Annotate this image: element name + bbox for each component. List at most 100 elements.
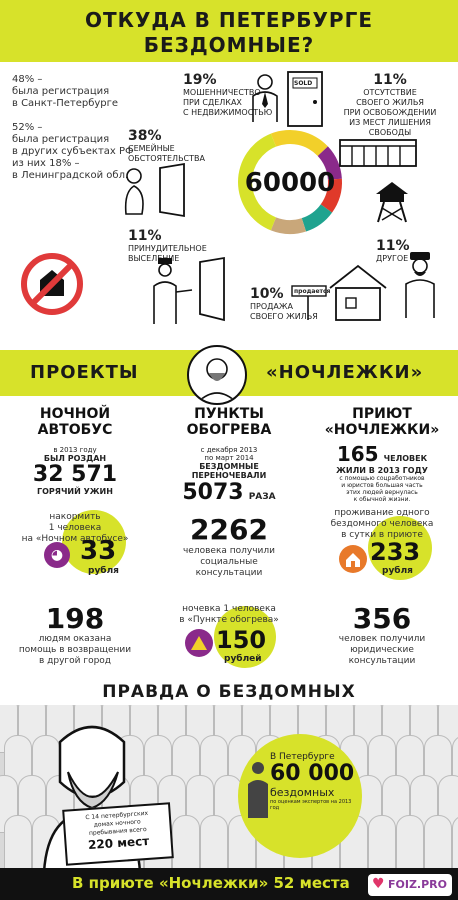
fraud-line3: С НЕДВИЖИМОСТЬЮ [183, 108, 273, 117]
homeless-stat-text: В Петербурге 60 000 бездомных по оценкам… [270, 752, 362, 811]
evict-line2: ВЫСЕЛЕНИЕ [128, 254, 180, 263]
bus-feed1: накормить [49, 512, 101, 522]
heat-line1: с декабря 2013 [200, 446, 258, 454]
crowd-figure [452, 815, 458, 873]
label-fraud: 19% МОШЕННИЧЕСТВО ПРИ СДЕЛКАХ С НЕДВИЖИМ… [183, 72, 278, 118]
shelter-house-icon [339, 545, 367, 573]
woman-door-icon [124, 162, 185, 218]
for-sale-sign-text: продается [294, 288, 331, 295]
heat-cons1: человека получили [182, 546, 275, 556]
donut-segment [301, 204, 333, 232]
header-title-line1: ОТКУДА В ПЕТЕРБУРГЕ [85, 8, 373, 32]
homeless-person-icon [248, 762, 268, 818]
family-line2: ОБСТОЯТЕЛЬСТВА [128, 154, 205, 163]
other-text2: в других субъектах РФ [12, 146, 134, 157]
shelter-legal: 356 человек получили юридические консуль… [314, 604, 450, 667]
family-pct: 38% [128, 128, 162, 144]
shelter-price: 233 [370, 538, 421, 566]
sale-line1: ПРОДАЖА [250, 302, 293, 311]
bus-price-circle [62, 510, 126, 574]
bus-help3: в другой город [38, 656, 112, 666]
spb-text2: в Санкт-Петербурге [12, 98, 119, 109]
bus-meals-count: 32 571 [32, 462, 118, 487]
crowd-figure [396, 815, 424, 873]
shelter-title1: ПРИЮТ [352, 406, 412, 422]
shelter-line3: и юристов большая часть [341, 482, 423, 489]
shelter-stay3: в сутки в приюте [341, 530, 423, 540]
bus-title1: НОЧНОЙ [39, 406, 111, 422]
shelter-stay2: бездомного человека [330, 519, 434, 529]
prison-pct: 11% [373, 72, 407, 88]
heat-night1: ночевка 1 человека [182, 604, 276, 614]
fraud-line2: ПРИ СДЕЛКАХ [183, 98, 242, 107]
heat-cons2: социальные [200, 557, 258, 567]
shelter-price-unit: рубля [382, 566, 413, 576]
bus-help1: людям оказана [38, 634, 112, 644]
stat-note: по оценкам экспертов на 2013 год [270, 799, 352, 811]
donut-segment [270, 130, 328, 156]
shelter-line4: этих людей вернулась [346, 489, 418, 496]
heat-price: 150 [216, 626, 267, 654]
header-title-line2: БЕЗДОМНЫЕ? [143, 33, 315, 57]
projects-right-title: «НОЧЛЕЖКИ» [266, 362, 424, 383]
site-logo: ♥ FOIZ.PRO [368, 874, 452, 896]
bus-price-unit: рубля [88, 566, 119, 576]
shelter-line5: к обычной жизни. [353, 496, 411, 503]
stat-count: 60 000 [270, 761, 355, 786]
label-evict: 11% ПРИНУДИТЕЛЬНОЕ ВЫСЕЛЕНИЕ [128, 228, 228, 264]
other-pct: 11% [376, 238, 410, 254]
label-other: 11% ДРУГОЕ [376, 238, 446, 264]
crowd-figure [4, 815, 32, 873]
logo-text: FOIZ.PRO [388, 878, 447, 891]
bus-feed2: 1 человека [48, 523, 102, 533]
other-text1: была регистрация [12, 134, 110, 145]
bus-title2: АВТОБУС [37, 422, 113, 438]
bus-feed-text: накормить 1 человека на «Ночном автобусе… [10, 512, 140, 545]
shelter-legal3: консультации [348, 656, 416, 666]
bus-line1: в 2013 году [53, 446, 97, 454]
shelter-legal-count: 356 [352, 602, 412, 635]
bus-help2: помощь в возвращении [18, 645, 132, 655]
heat-price-unit: рублей [224, 654, 262, 664]
watchtower-icon [376, 182, 408, 223]
man-sign: С 14 петербургских домах ночного пребыва… [62, 802, 174, 866]
stat-homeless: бездомных [270, 786, 335, 799]
heat-line3: БЕЗДОМНЫЕ [199, 462, 259, 471]
fraud-pct: 19% [183, 72, 217, 88]
prison-line5: СВОБОДЫ [368, 128, 412, 137]
prison-line1: ОТСУТСТВИЕ [363, 88, 417, 97]
policeman-door-icon [153, 256, 225, 324]
shelter-title2: «НОЧЛЕЖКИ» [324, 422, 440, 438]
shelter-price-circle [368, 516, 432, 580]
spb-pct: 48% – [12, 74, 43, 85]
logo-heart-icon: ♥ [372, 876, 385, 892]
heat-title2: ОБОГРЕВА [186, 422, 272, 438]
heat-cons3: консультации [195, 568, 263, 578]
family-line1: СЕМЕЙНЫЕ [128, 144, 175, 153]
spb-text1: была регистрация [12, 86, 110, 97]
other-line1: ДРУГОЕ [376, 254, 409, 263]
shelter-line2: с помощью соцработников [339, 475, 425, 482]
prison-line4: ИЗ МЕСТ ЛИШЕНИЯ [349, 118, 431, 127]
projects-left-title: ПРОЕКТЫ [30, 362, 139, 383]
cause-donut-chart [238, 130, 342, 234]
prison-line3: ПРИ ОСВОБОЖДЕНИИ [343, 108, 437, 117]
heat-line4: ПЕРЕНОЧЕВАЛИ [191, 471, 267, 480]
donut-segment [270, 217, 307, 234]
shelter-stay1: проживание одного [334, 508, 430, 518]
donut-segment [238, 133, 277, 231]
truth-title: ПРАВДА О БЕЗДОМНЫХ [102, 682, 356, 702]
crowd-figure [200, 815, 228, 873]
heat-consults: 2262 человека получили социальные консул… [162, 514, 296, 579]
label-sale: 10% ПРОДАЖА СВОЕГО ЖИЛЬЯ [250, 286, 340, 322]
sale-pct: 10% [250, 286, 284, 302]
evict-line1: ПРИНУДИТЕЛЬНОЕ [128, 244, 207, 253]
bowl-icon: ◕ [44, 542, 70, 568]
heat-title1: ПУНКТЫ [194, 406, 264, 422]
other-text4: в Ленинградской обл. [12, 170, 129, 181]
heat-night2: в «Пункте обогрева» [179, 615, 279, 625]
house-for-sale-icon [291, 264, 387, 321]
donut-segment [317, 146, 342, 180]
bus-price: 33 [80, 536, 117, 566]
label-prison: 11% ОТСУТСТВИЕ СВОЕГО ЖИЛЬЯ ПРИ ОСВОБОЖД… [330, 72, 450, 138]
